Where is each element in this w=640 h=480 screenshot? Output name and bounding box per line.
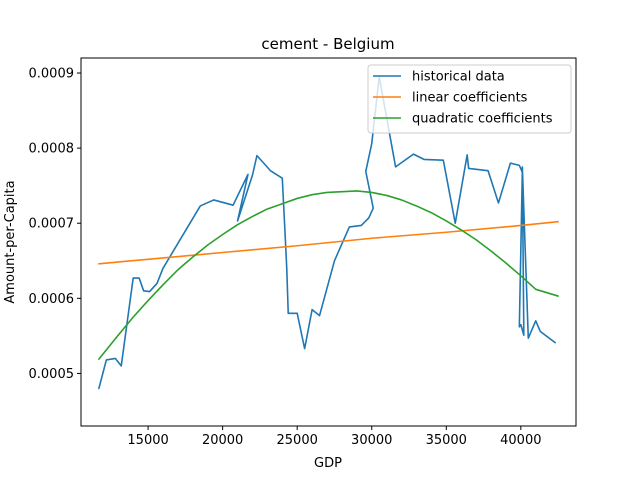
x-tick-label: 25000	[277, 433, 318, 448]
x-tick-label: 35000	[426, 433, 467, 448]
legend-label-linear-coefficients: linear coefficients	[412, 91, 528, 106]
y-tick-label: 0.0007	[29, 217, 75, 232]
chart-title: cement - Belgium	[261, 35, 394, 53]
legend: historical data linear coefficients quadra…	[367, 64, 572, 134]
legend-label-historical-data: historical data	[412, 70, 505, 85]
y-tick-label: 0.0006	[29, 292, 75, 307]
x-axis-label: GDP	[314, 456, 342, 471]
y-tick-label: 0.0008	[29, 142, 75, 157]
legend-label-quadratic-coefficients: quadratic coefficients	[412, 112, 553, 127]
x-tick-label: 30000	[351, 433, 392, 448]
y-axis-label: Amount-per-Capita	[3, 180, 18, 303]
ticks-layer: 15000 20000 25000 30000 35000 40000 0.0005 0.00…	[29, 67, 542, 448]
legend-box	[367, 64, 572, 134]
series-line-linear-coefficients	[98, 220, 559, 265]
x-tick-label: 15000	[127, 433, 168, 448]
x-tick-label: 20000	[202, 433, 243, 448]
x-tick-label: 40000	[500, 433, 541, 448]
series-line-quadratic-coefficients	[98, 190, 559, 360]
plot-frame	[80, 57, 577, 427]
series-line-historical-data	[98, 75, 556, 390]
y-tick-label: 0.0009	[29, 67, 75, 82]
y-tick-label: 0.0005	[29, 367, 75, 382]
series-layer	[98, 75, 559, 390]
